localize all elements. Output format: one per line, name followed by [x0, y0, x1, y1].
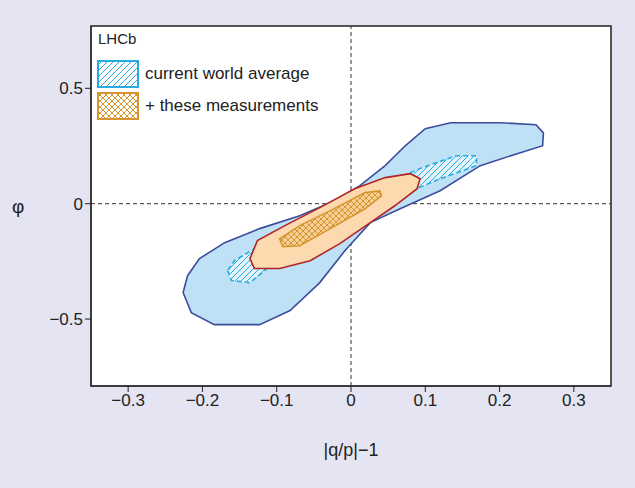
html-text:LHCb: LHCb	[98, 30, 137, 47]
svg-text:−0.1: −0.1	[260, 391, 294, 410]
svg-text:|q/p|−1: |q/p|−1	[324, 440, 379, 460]
svg-text:φ: φ	[12, 196, 24, 217]
svg-text:0: 0	[346, 391, 355, 410]
svg-text:0.2: 0.2	[488, 391, 512, 410]
svg-text:0.3: 0.3	[562, 391, 586, 410]
svg-text:−0.3: −0.3	[111, 391, 145, 410]
svg-text:−0.5: −0.5	[49, 310, 83, 329]
html-text:current world average: current world average	[145, 64, 310, 83]
svg-text:0.5: 0.5	[59, 79, 83, 98]
html-text:+ these measurements: + these measurements	[145, 96, 319, 115]
svg-text:0.1: 0.1	[413, 391, 437, 410]
svg-text:−0.2: −0.2	[186, 391, 220, 410]
svg-text:0: 0	[74, 195, 83, 214]
